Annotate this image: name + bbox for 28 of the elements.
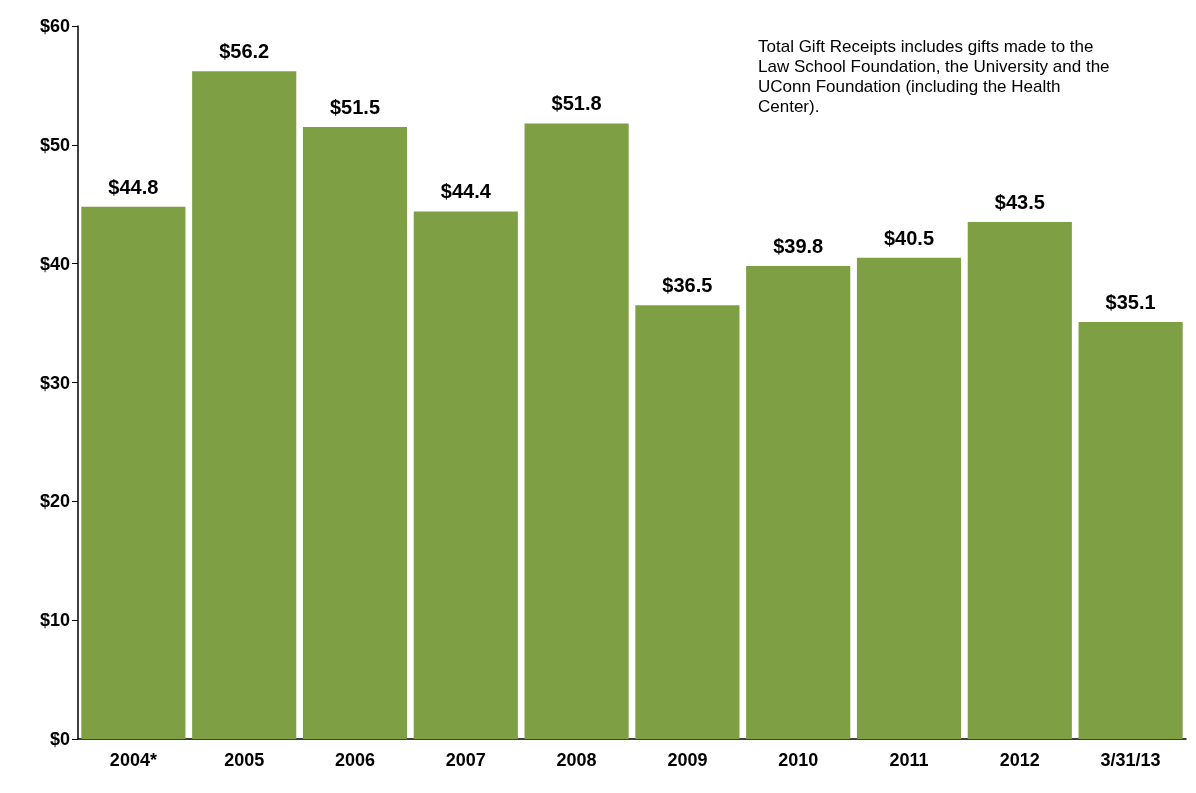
x-tick-label: 2007 [445, 750, 486, 770]
x-tick-label: 2011 [889, 750, 929, 770]
data-label: $44.8 [108, 175, 159, 198]
data-label: $43.5 [994, 191, 1045, 214]
data-label: $40.5 [883, 226, 935, 249]
x-tick-label: 2010 [778, 750, 819, 770]
data-label: $51.5 [329, 96, 381, 119]
y-tick-label: $30 [39, 372, 70, 393]
data-label: $35.1 [1105, 290, 1156, 313]
x-tick-label: 2009 [667, 750, 708, 770]
data-label: $51.8 [551, 92, 602, 115]
x-tick-label: 2004* [109, 750, 157, 770]
x-tick-label: 2008 [556, 750, 597, 770]
y-tick-label: $40 [39, 253, 70, 274]
x-tick-label: 2012 [999, 750, 1040, 770]
x-tick-label: 3/31/13 [1100, 750, 1161, 770]
annotation: Total Gift Receipts includes gifts made to the Law School Foundation, the University and the UConn Foundation (including the Health Center). [758, 36, 1115, 116]
y-tick-label: $0 [49, 729, 70, 749]
y-tick-label: $20 [39, 491, 70, 512]
data-label: $56.2 [219, 40, 270, 63]
y-tick-label: $10 [39, 610, 70, 631]
y-tick-label: $50 [39, 134, 70, 155]
x-tick-label: 2005 [224, 750, 265, 770]
data-label: $36.5 [662, 274, 713, 297]
y-tick-label: $60 [39, 16, 70, 36]
data-label: $44.4 [440, 180, 492, 203]
data-label: $39.8 [773, 235, 824, 258]
x-tick-label: 2006 [334, 750, 376, 770]
